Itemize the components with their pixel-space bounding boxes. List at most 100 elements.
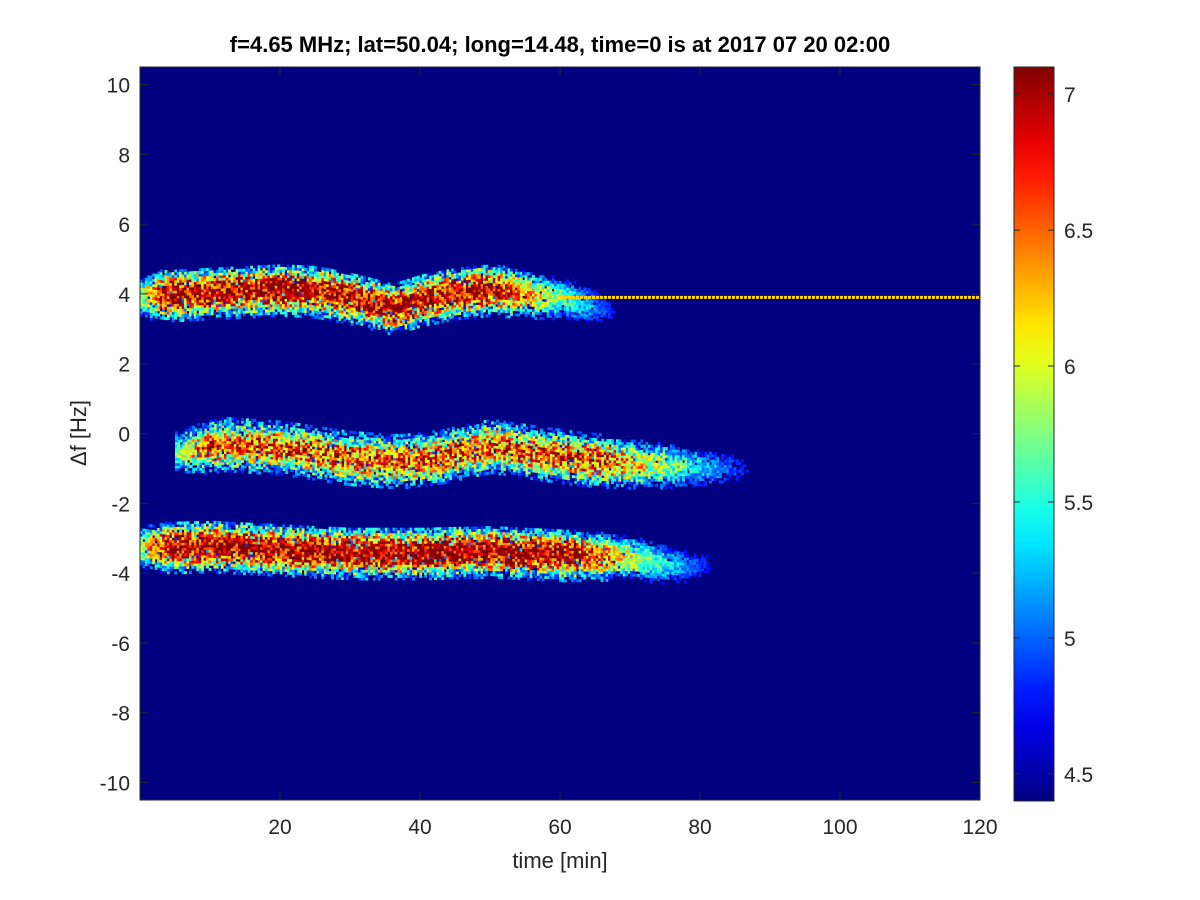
heatmap-cell [578, 310, 582, 314]
heatmap-cell [422, 462, 426, 466]
heatmap-cell [415, 453, 418, 457]
heatmap-cell [250, 302, 254, 306]
heatmap-cell [492, 277, 496, 281]
heatmap-cell [426, 289, 430, 293]
heatmap-cell [290, 448, 294, 452]
heatmap-cell [269, 301, 273, 305]
heatmap-cell [295, 427, 298, 431]
heatmap-cell [226, 435, 230, 439]
heatmap-cell [319, 444, 323, 448]
heatmap-cell [429, 272, 432, 276]
heatmap-cell [417, 442, 421, 446]
heatmap-cell [270, 461, 274, 465]
heatmap-cell [485, 280, 489, 284]
heatmap-cell [294, 306, 298, 310]
heatmap-cell [192, 459, 195, 463]
heatmap-cell [164, 277, 168, 281]
heatmap-cell [407, 475, 411, 479]
heatmap-cell [300, 454, 303, 458]
heatmap-cell [600, 308, 604, 312]
heatmap-cell [363, 473, 367, 477]
heatmap-cell [385, 459, 389, 463]
heatmap-cell [296, 309, 300, 313]
heatmap-cell [438, 299, 442, 303]
heatmap-cell [211, 421, 215, 425]
heatmap-cell [331, 269, 334, 273]
heatmap-cell [339, 458, 343, 462]
heatmap-cell [336, 478, 340, 482]
heatmap-cell [197, 451, 200, 455]
heatmap-cell [263, 424, 267, 428]
heatmap-cell [394, 311, 398, 315]
heatmap-cell [434, 282, 437, 286]
heatmap-cell [144, 280, 148, 284]
heatmap-cell [366, 466, 369, 470]
heatmap-cell [248, 460, 252, 464]
heatmap-cell [201, 310, 205, 314]
heatmap-cell [495, 293, 499, 297]
heatmap-cell [314, 294, 317, 298]
heatmap-cell [566, 289, 570, 293]
heatmap-cell [203, 270, 207, 274]
heatmap-cell [246, 462, 249, 466]
heatmap-cell [573, 299, 577, 303]
heatmap-cell [311, 265, 315, 269]
heatmap-cell [367, 316, 371, 320]
heatmap-cell [284, 267, 288, 271]
heatmap-cell [527, 285, 530, 289]
heatmap-cell [285, 426, 289, 430]
heatmap-cell [270, 453, 274, 457]
heatmap-cell [280, 454, 284, 458]
heatmap-cell [314, 284, 317, 288]
heatmap-cell [336, 319, 339, 323]
heatmap-cell [314, 449, 318, 453]
heatmap-cell [147, 293, 151, 297]
heatmap-cell [404, 305, 408, 309]
heatmap-cell [358, 309, 361, 313]
heatmap-cell [179, 311, 183, 315]
heatmap-cell [510, 302, 513, 306]
heatmap-cell [306, 273, 310, 277]
heatmap-cell [399, 281, 403, 285]
heatmap-cell [588, 312, 592, 316]
heatmap-cell [247, 307, 251, 311]
heatmap-cell [233, 311, 236, 315]
heatmap-cell [368, 474, 372, 478]
heatmap-cell [571, 309, 575, 313]
heatmap-cell [219, 459, 222, 463]
heatmap-cell [209, 445, 213, 449]
heatmap-cell [144, 277, 148, 281]
heatmap-cell [336, 291, 339, 295]
heatmap-cell [226, 464, 230, 468]
heatmap-cell [383, 472, 387, 476]
heatmap-cell [358, 322, 361, 326]
heatmap-cell [500, 288, 504, 292]
heatmap-cell [576, 302, 579, 306]
heatmap-cell [204, 472, 208, 476]
heatmap-cell [581, 300, 584, 304]
heatmap-cell [196, 281, 200, 285]
heatmap-cell [390, 454, 394, 458]
heatmap-cell [208, 275, 212, 279]
heatmap-cell [566, 313, 570, 317]
heatmap-cell [490, 272, 494, 276]
heatmap-cell [414, 315, 418, 319]
heatmap-cell [365, 313, 369, 317]
heatmap-cell [324, 437, 328, 441]
heatmap-cell [216, 433, 220, 437]
heatmap-cell [262, 280, 266, 284]
heatmap-cell [157, 289, 161, 293]
heatmap-cell [226, 427, 230, 431]
heatmap-cell [192, 470, 195, 474]
heatmap-cell [353, 276, 357, 280]
heatmap-cell [392, 306, 396, 310]
heatmap-cell [206, 288, 209, 292]
heatmap-cell [363, 444, 367, 448]
heatmap-cell [289, 298, 293, 302]
heatmap-cell [333, 308, 337, 312]
heatmap-cell [273, 443, 276, 447]
heatmap-cell [250, 276, 254, 280]
heatmap-cell [422, 470, 426, 474]
heatmap-cell [367, 277, 371, 281]
heatmap-cell [349, 467, 352, 471]
